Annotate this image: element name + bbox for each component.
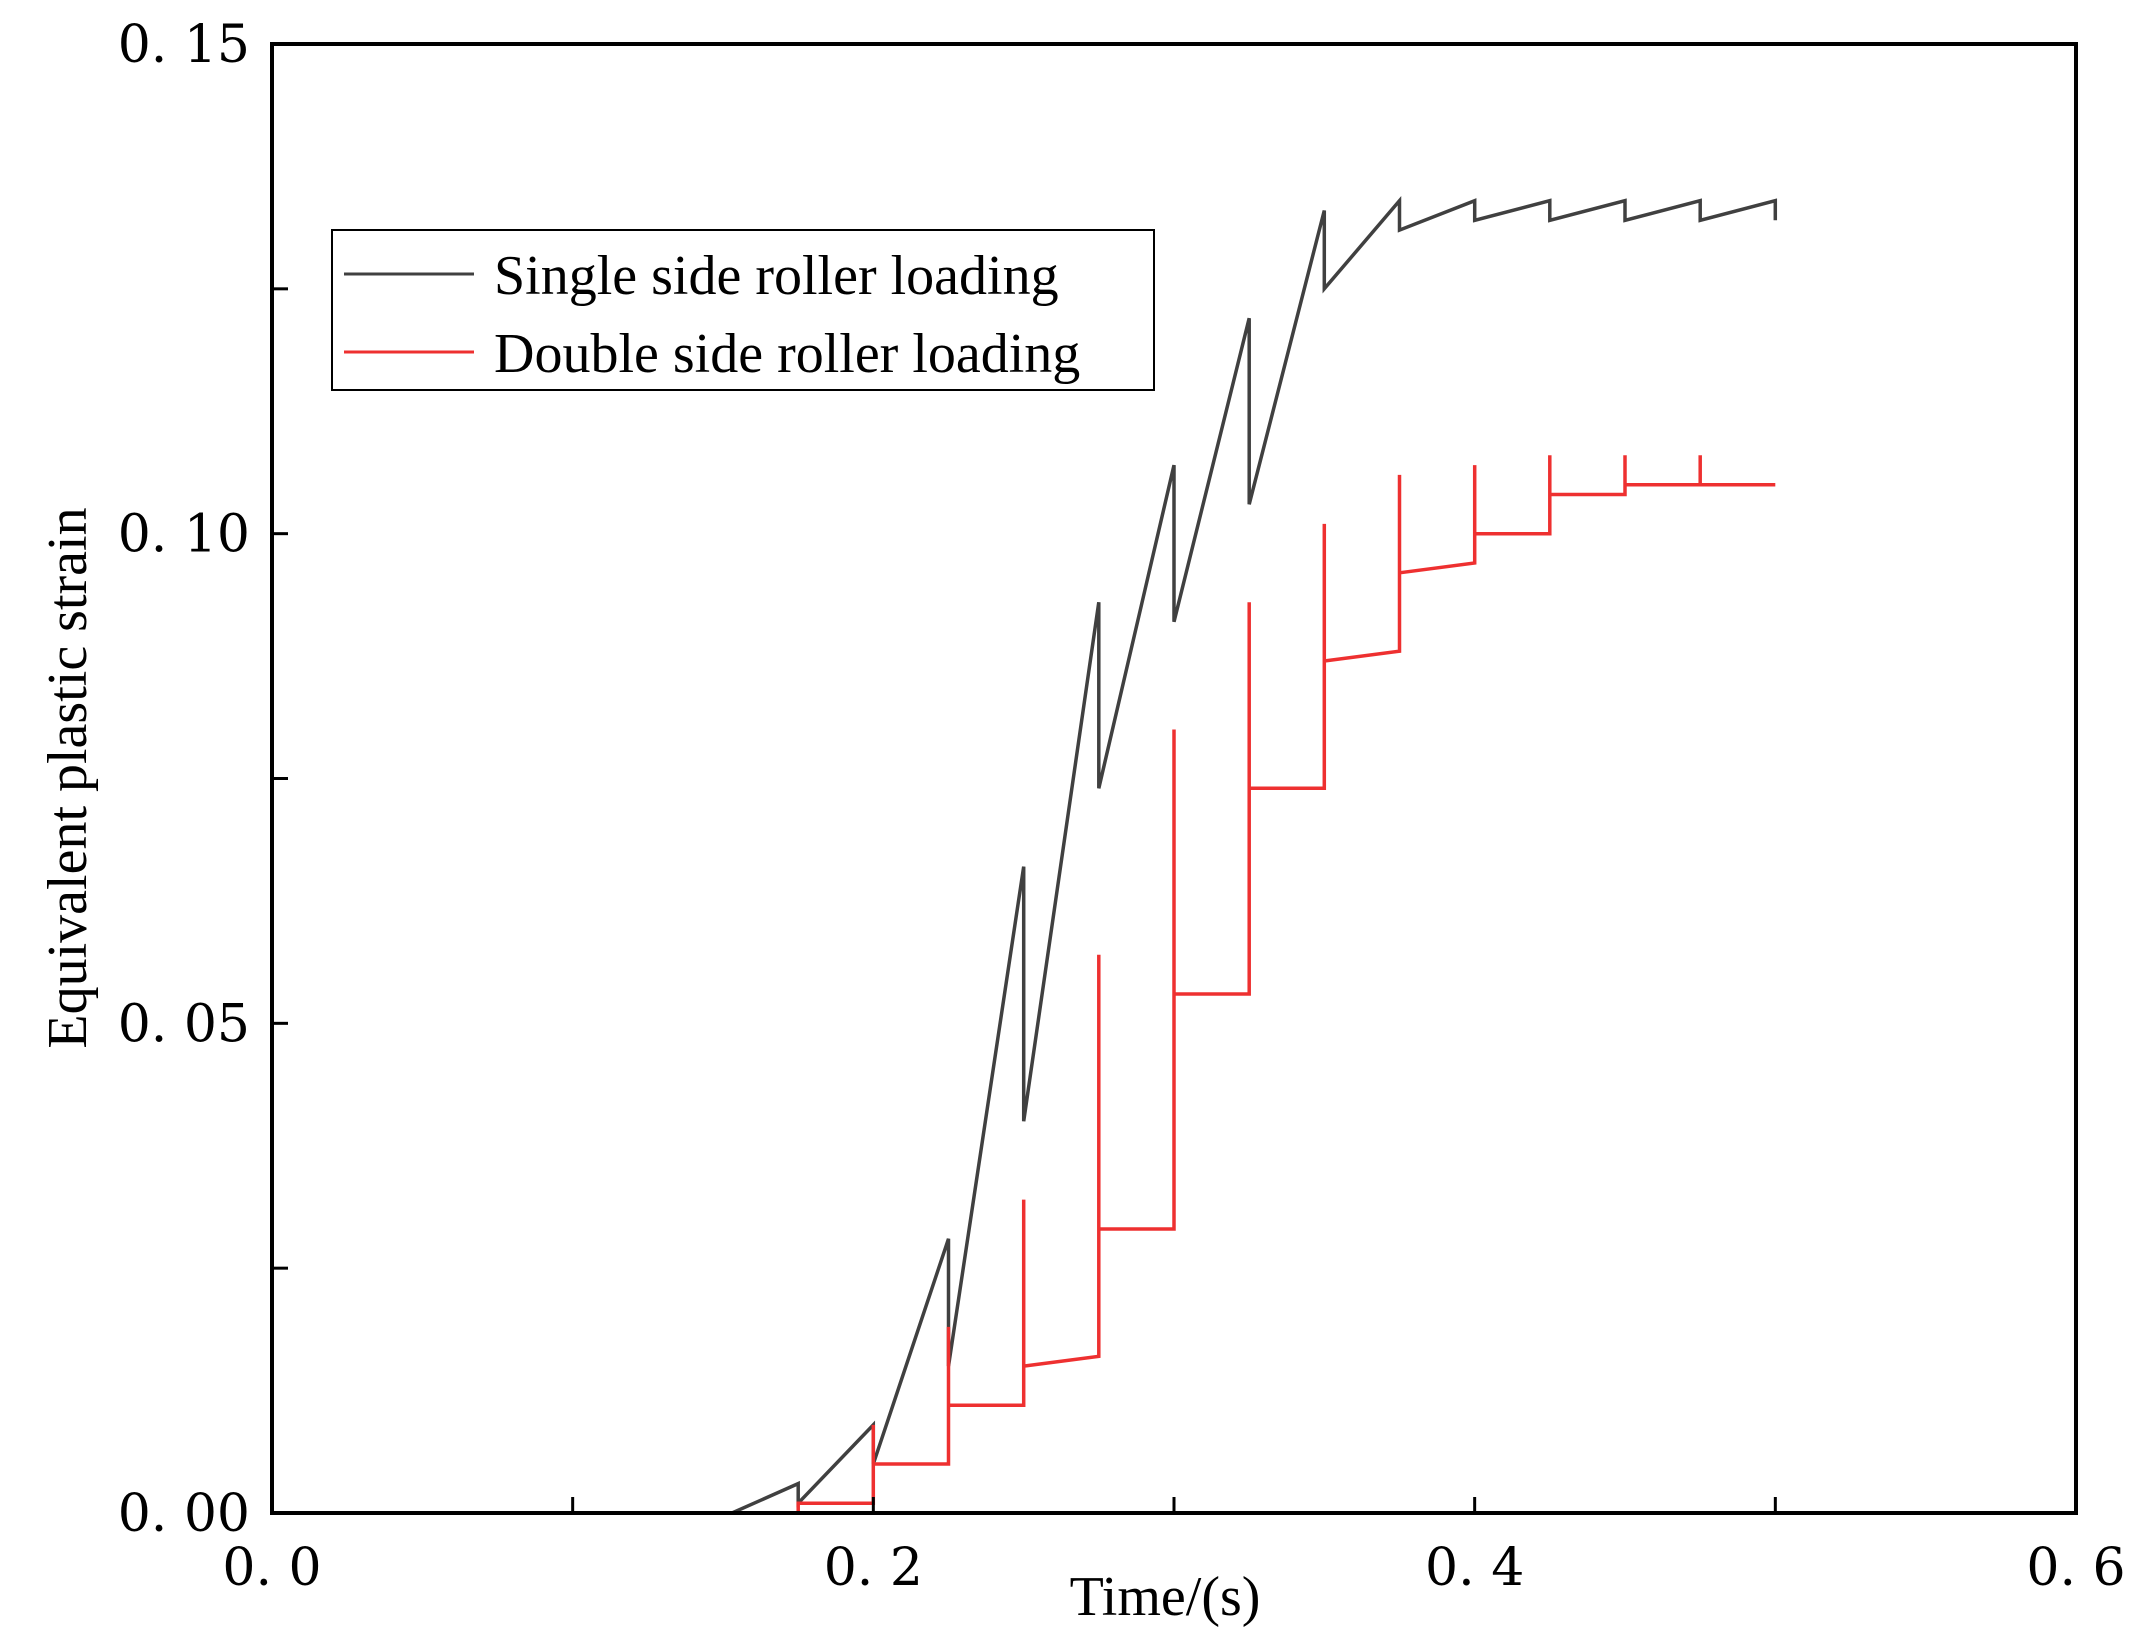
series-layer	[272, 195, 1778, 1515]
legend-box	[331, 229, 1155, 391]
x-axis-title: Time/(s)	[1070, 1566, 1261, 1628]
legend: Single side roller loading Double side r…	[331, 229, 1155, 391]
series-line-double-side	[272, 455, 1776, 1515]
x-tick-label: 0. 2	[824, 1538, 923, 1598]
legend-label-double: Double side roller loading	[494, 323, 1080, 385]
x-tick-label: 0. 6	[2026, 1538, 2125, 1598]
y-tick-label: 0. 05	[118, 994, 250, 1054]
y-axis-title: Equivalent plastic strain	[37, 507, 99, 1048]
y-axis: 0. 00 0. 05 0. 10 0. 15	[118, 15, 288, 1544]
y-tick-label: 0. 00	[118, 1484, 250, 1544]
x-axis: 0. 0 0. 2 0. 4 0. 6	[222, 1497, 2126, 1598]
y-tick-label: 0. 10	[118, 505, 250, 565]
x-tick-label: 0. 4	[1425, 1538, 1524, 1598]
legend-label-single: Single side roller loading	[494, 245, 1059, 307]
y-tick-label: 0. 15	[118, 15, 250, 75]
x-tick-label: 0. 0	[222, 1538, 321, 1598]
